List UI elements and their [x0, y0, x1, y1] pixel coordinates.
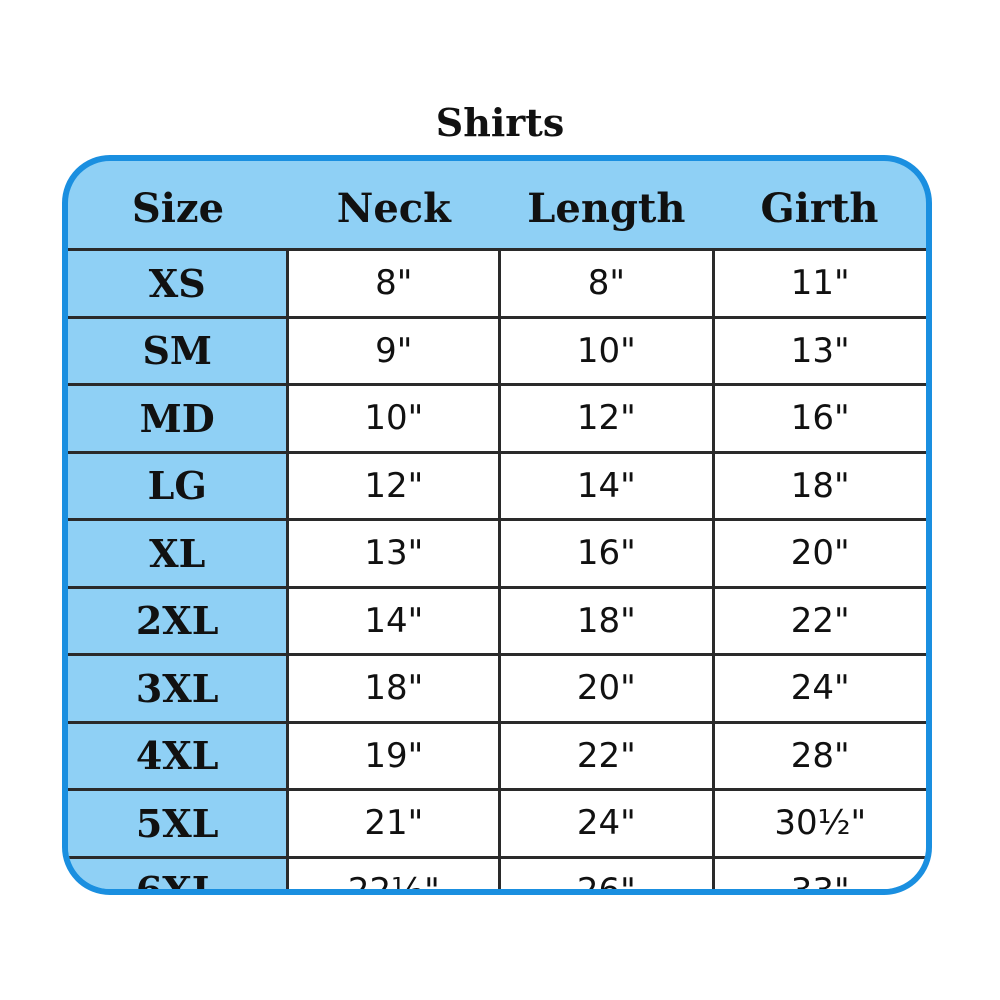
header-row: Size Neck Length Girth	[68, 161, 926, 251]
cell-girth: 24"	[711, 653, 926, 724]
header-length: Length	[499, 161, 714, 251]
chart-title: Shirts	[435, 100, 565, 145]
table-row: 2XL 14" 18" 22"	[68, 585, 926, 656]
cell-neck: 13"	[286, 518, 502, 589]
cell-length: 12"	[498, 383, 715, 454]
cell-size: 4XL	[68, 720, 290, 791]
cell-neck: 8"	[286, 248, 502, 319]
cell-size: MD	[68, 383, 290, 454]
cell-size: XS	[68, 248, 290, 319]
header-girth: Girth	[713, 161, 926, 251]
cell-neck: 18"	[286, 653, 502, 724]
header-neck: Neck	[287, 161, 500, 251]
cell-length: 24"	[498, 788, 715, 859]
cell-length: 10"	[498, 315, 715, 386]
cell-girth: 33"	[711, 855, 926, 889]
table-row: 5XL 21" 24" 30½"	[68, 788, 926, 859]
size-chart-table: Size Neck Length Girth XS 8" 8" 11" SM 9" 10" 1…	[62, 155, 932, 895]
table-row: 4XL 19" 22" 28"	[68, 720, 926, 791]
cell-girth: 22"	[711, 585, 926, 656]
cell-length: 26"	[498, 855, 715, 889]
table-row: XL 13" 16" 20"	[68, 518, 926, 589]
cell-length: 18"	[498, 585, 715, 656]
table-row: 3XL 18" 20" 24"	[68, 653, 926, 724]
cell-girth: 30½"	[711, 788, 926, 859]
cell-size: SM	[68, 315, 290, 386]
cell-neck: 14"	[286, 585, 502, 656]
table-row: SM 9" 10" 13"	[68, 315, 926, 386]
cell-neck: 9"	[286, 315, 502, 386]
cell-neck: 12"	[286, 450, 502, 521]
cell-girth: 18"	[711, 450, 926, 521]
cell-neck: 10"	[286, 383, 502, 454]
table-row: XS 8" 8" 11"	[68, 248, 926, 319]
cell-girth: 13"	[711, 315, 926, 386]
table-row: LG 12" 14" 18"	[68, 450, 926, 521]
cell-neck: 22½"	[286, 855, 502, 889]
cell-girth: 16"	[711, 383, 926, 454]
cell-size: 2XL	[68, 585, 290, 656]
cell-girth: 20"	[711, 518, 926, 589]
cell-size: XL	[68, 518, 290, 589]
cell-neck: 21"	[286, 788, 502, 859]
table-row: 6XL 22½" 26" 33"	[68, 855, 926, 889]
cell-size: 3XL	[68, 653, 290, 724]
cell-neck: 19"	[286, 720, 502, 791]
cell-length: 16"	[498, 518, 715, 589]
table-row: MD 10" 12" 16"	[68, 383, 926, 454]
cell-girth: 28"	[711, 720, 926, 791]
header-size: Size	[68, 161, 288, 251]
cell-size: LG	[68, 450, 290, 521]
cell-size: 6XL	[68, 855, 290, 889]
cell-length: 22"	[498, 720, 715, 791]
cell-length: 14"	[498, 450, 715, 521]
cell-length: 8"	[498, 248, 715, 319]
cell-size: 5XL	[68, 788, 290, 859]
cell-girth: 11"	[711, 248, 926, 319]
cell-length: 20"	[498, 653, 715, 724]
